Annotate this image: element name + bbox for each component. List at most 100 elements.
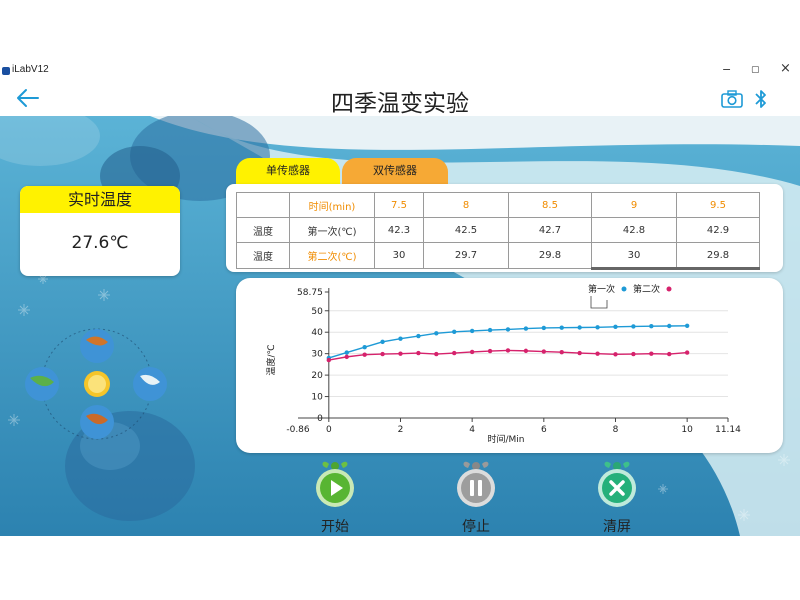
y-tick-label: 30	[311, 350, 323, 360]
table-cell: 温度	[236, 217, 290, 243]
table-cell: 29.8	[508, 242, 592, 269]
data-point	[344, 354, 349, 360]
stop-control[interactable]: 停止	[446, 458, 506, 536]
data-point	[398, 351, 403, 356]
data-point	[559, 325, 564, 330]
data-point	[362, 345, 367, 350]
app-header	[0, 82, 800, 116]
x-tick-label: 2	[398, 425, 404, 435]
start-button-label: 开始	[321, 519, 349, 535]
data-point	[577, 350, 582, 356]
x-tick-label: 8	[613, 425, 619, 435]
x-tick-label: 11.14	[715, 425, 741, 435]
table-header-cell: 时间(min)	[289, 192, 375, 218]
app-logo-icon	[2, 67, 10, 75]
data-point	[505, 348, 511, 353]
legend-label-series-1: 第一次	[588, 283, 615, 295]
data-point	[684, 350, 690, 355]
legend-marker-series-1	[621, 286, 627, 292]
camera-icon[interactable]	[721, 90, 743, 108]
app-name: iLabV12	[12, 64, 49, 75]
data-table-panel: 时间(min) 7.5 8 8.5 9 9.5 温度 第一次(℃) 42.3 4…	[226, 184, 783, 272]
table-cell: 42.5	[423, 217, 509, 243]
data-point	[613, 352, 618, 357]
y-tick-label: 58.75	[297, 288, 323, 298]
realtime-temperature-card: 实时温度 27.6℃	[20, 186, 180, 276]
table-cell: 29.8	[676, 242, 760, 270]
table-header-cell	[236, 192, 290, 218]
y-tick-label: 50	[311, 307, 323, 317]
data-point	[667, 323, 672, 329]
data-point	[380, 351, 385, 357]
seasons-illustration	[25, 328, 167, 440]
legend-label-series-2: 第二次	[633, 283, 660, 295]
x-tick-label: 6	[541, 425, 547, 435]
table-cell: 第一次(℃)	[289, 217, 375, 243]
data-point	[344, 350, 349, 355]
data-point	[434, 351, 439, 357]
data-point	[595, 351, 600, 356]
minimize-button[interactable]: −	[722, 63, 732, 76]
table-cell: 30	[374, 242, 424, 269]
play-icon[interactable]	[313, 458, 357, 510]
data-point	[523, 348, 529, 354]
maximize-button[interactable]: ▢	[751, 65, 760, 75]
start-control[interactable]: 开始	[305, 458, 365, 536]
table-cell: 42.9	[676, 217, 760, 243]
clear-icon[interactable]	[595, 458, 639, 510]
data-point	[452, 350, 457, 356]
data-point	[541, 349, 547, 354]
table-header-cell: 8	[423, 192, 509, 218]
x-axis-label: 时间/Min	[487, 433, 524, 445]
x-tick-label: -0.86	[286, 425, 310, 435]
table-cell: 42.8	[591, 217, 677, 243]
clear-control[interactable]: 清屏	[587, 458, 647, 536]
legend-handle-icon[interactable]	[590, 296, 608, 309]
data-point	[631, 351, 636, 357]
data-point	[416, 333, 421, 339]
tab-double-sensor[interactable]: 双传感器	[342, 158, 448, 184]
data-point	[577, 325, 582, 330]
data-point	[684, 323, 690, 328]
table-row: 温度 第二次(℃) 30 29.7 29.8 30 29.8	[236, 242, 760, 270]
table-cell: 第二次(℃)	[289, 242, 375, 269]
data-point	[505, 327, 511, 332]
data-point	[649, 324, 654, 329]
page-title: 四季温变实验	[331, 91, 469, 117]
y-axis-label: 温度/℃	[265, 344, 277, 375]
table-header-row: 时间(min) 7.5 8 8.5 9 9.5	[236, 192, 760, 218]
x-tick-label: 0	[326, 425, 332, 435]
data-point	[487, 327, 493, 333]
data-point	[631, 324, 636, 329]
data-point	[326, 357, 332, 363]
table-header-cell: 7.5	[374, 192, 424, 218]
legend-marker-series-2	[666, 286, 672, 292]
bluetooth-icon[interactable]	[754, 88, 768, 110]
data-point	[667, 351, 672, 357]
table-header-cell: 9.5	[676, 192, 760, 218]
data-point	[559, 349, 564, 355]
table-cell: 30	[591, 242, 677, 270]
data-point	[649, 351, 654, 356]
data-point	[398, 336, 403, 341]
x-tick-label: 10	[681, 425, 693, 435]
window-titlebar	[0, 62, 800, 82]
pause-icon[interactable]	[454, 458, 498, 510]
table-cell: 温度	[236, 242, 290, 269]
realtime-temperature-title: 实时温度	[20, 186, 180, 213]
close-button[interactable]: ×	[780, 61, 791, 76]
y-tick-label: 20	[311, 371, 323, 381]
table-cell: 42.7	[508, 217, 592, 243]
y-tick-label: 0	[317, 414, 323, 424]
table-header-cell: 9	[591, 192, 677, 218]
temperature-chart: 0 10 20 30 40 50 58.75 -0.86 0 2 4 6 8 10 11.14 温度/℃ 时…	[265, 283, 741, 445]
data-point	[380, 339, 385, 345]
tab-single-sensor[interactable]: 单传感器	[236, 158, 340, 184]
data-point	[595, 325, 600, 330]
footer-area	[0, 536, 800, 600]
back-arrow-icon[interactable]	[14, 82, 42, 114]
data-point	[469, 328, 475, 334]
data-point	[613, 324, 618, 330]
clear-button-label: 清屏	[603, 519, 631, 535]
data-table: 时间(min) 7.5 8 8.5 9 9.5 温度 第一次(℃) 42.3 4…	[236, 192, 760, 270]
